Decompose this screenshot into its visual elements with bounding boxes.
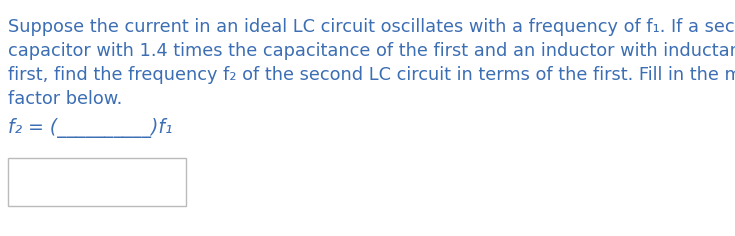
Text: factor below.: factor below. [8,90,122,108]
Text: Suppose the current in an ideal LC circuit oscillates with a frequency of f₁. If: Suppose the current in an ideal LC circu… [8,18,735,36]
Text: f₂ = (__________)f₁: f₂ = (__________)f₁ [8,118,173,138]
Text: first, find the frequency f₂ of the second LC circuit in terms of the first. Fil: first, find the frequency f₂ of the seco… [8,66,735,84]
Text: capacitor with 1.4 times the capacitance of the first and an inductor with induc: capacitor with 1.4 times the capacitance… [8,42,735,60]
